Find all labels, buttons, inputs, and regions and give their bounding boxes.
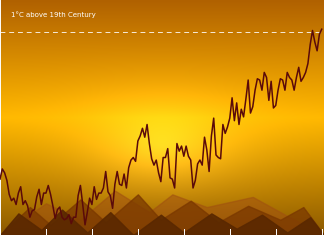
- Text: 1°C above 19th Century: 1°C above 19th Century: [11, 12, 96, 18]
